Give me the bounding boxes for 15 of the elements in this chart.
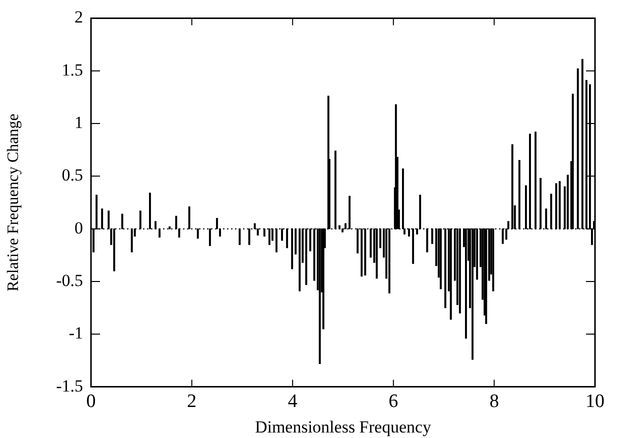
y-tick-label: -1.5 <box>56 376 83 396</box>
y-tick-label: 1 <box>74 112 83 132</box>
y-axis-title: Relative Frequency Change <box>4 114 22 292</box>
x-tick-label: 10 <box>586 391 604 412</box>
x-axis-title: Dimensionless Frequency <box>254 417 432 436</box>
y-tick-label: 0.5 <box>62 166 83 185</box>
y-tick-label: -0.5 <box>56 270 83 290</box>
y-tick-label: 0 <box>74 218 83 238</box>
x-tick-label: 6 <box>388 391 398 412</box>
x-tick-label: 4 <box>288 391 298 412</box>
y-tick-label: -1 <box>68 324 83 343</box>
x-tick-label: 8 <box>489 391 499 412</box>
y-tick-label: 1.5 <box>62 60 83 80</box>
x-tick-label: 2 <box>187 391 197 412</box>
y-tick-label: 2 <box>74 8 83 27</box>
